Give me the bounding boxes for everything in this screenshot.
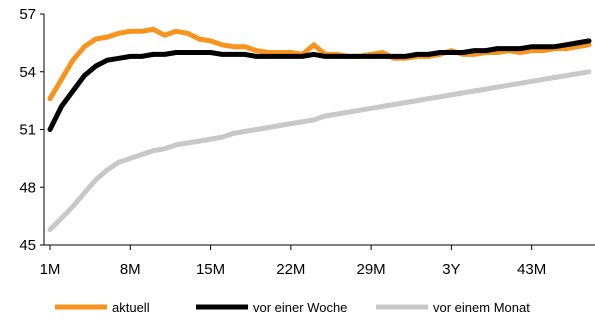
legend-label-vor-einem-monat: vor einem Monat xyxy=(433,300,530,315)
y-tick-label-48: 48 xyxy=(19,179,36,196)
y-tick-label-45: 45 xyxy=(19,237,36,254)
x-tick-label-29M: 29M xyxy=(357,261,386,278)
series-line-vor-einer-woche xyxy=(47,38,592,132)
series-lines xyxy=(47,26,592,233)
y-axis-ticks: 45 48 51 54 57 xyxy=(19,6,44,254)
y-tick-label-54: 54 xyxy=(19,64,36,81)
x-axis-ticks: 1M 8M 15M 22M 29M 3Y 43M xyxy=(40,245,546,278)
legend-label-aktuell: aktuell xyxy=(112,300,150,315)
x-tick-label-22M: 22M xyxy=(276,261,305,278)
x-tick-label-15M: 15M xyxy=(196,261,225,278)
legend-label-vor-einer-woche: vor einer Woche xyxy=(253,300,347,315)
x-tick-label-1M: 1M xyxy=(40,261,61,278)
y-tick-label-57: 57 xyxy=(19,6,36,23)
x-tick-label-43M: 43M xyxy=(517,261,546,278)
y-tick-label-51: 51 xyxy=(19,122,36,139)
x-tick-label-3Y: 3Y xyxy=(442,261,460,278)
series-line-vor-einem-monat xyxy=(47,69,592,233)
legend: aktuell vor einer Woche vor einem Monat xyxy=(55,300,530,315)
series-line-aktuell xyxy=(47,26,592,102)
x-tick-label-8M: 8M xyxy=(120,261,141,278)
